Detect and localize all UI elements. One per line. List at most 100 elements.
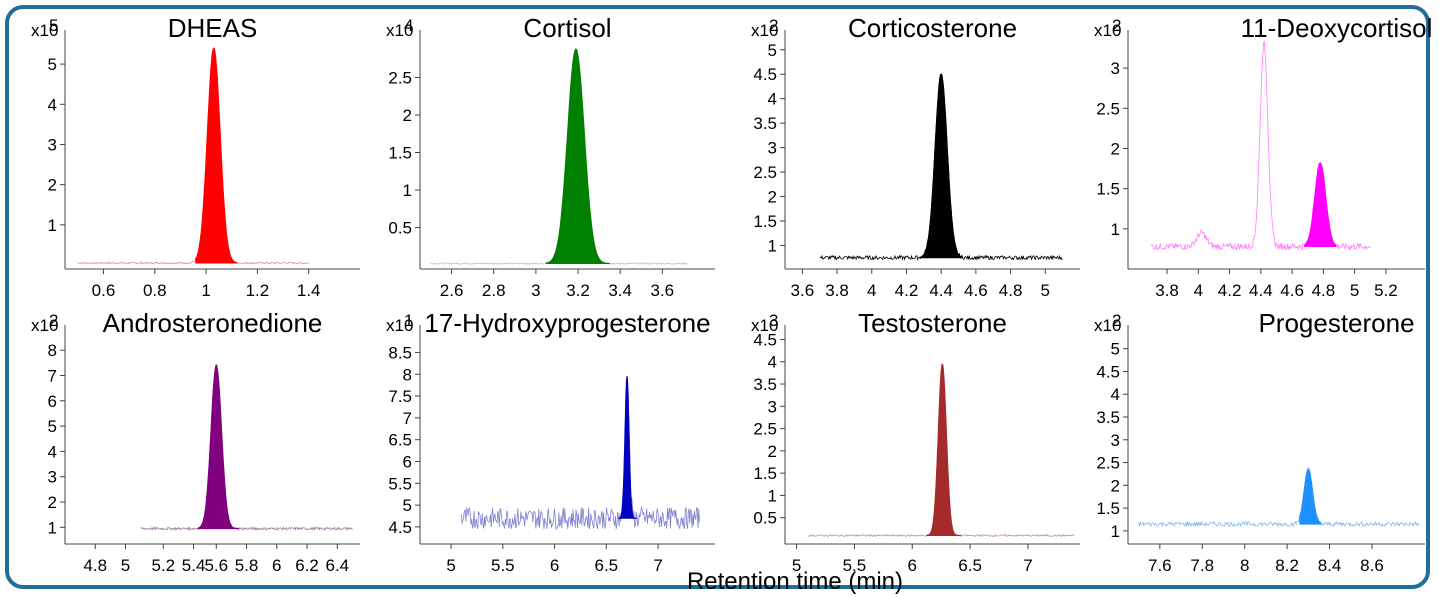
y-tick-label: 2.5	[1096, 454, 1120, 473]
x-tick-label: 5	[792, 556, 801, 575]
chromatogram-trace	[140, 363, 353, 532]
integrated-peak	[1304, 162, 1337, 247]
x-tick-label: 3.6	[791, 281, 815, 300]
y-tick-label: 3	[48, 135, 57, 154]
y-tick-label: 3	[1111, 59, 1120, 78]
x-tick-label: 4.8	[83, 556, 107, 575]
y-multiplier-exponent: 2	[49, 311, 58, 330]
y-tick-label: 2.5	[388, 69, 412, 88]
y-tick-label: 1.5	[1096, 499, 1120, 518]
x-tick-label: 3.6	[651, 281, 675, 300]
y-tick-label: 3.5	[753, 375, 777, 394]
y-tick-label: 8	[48, 341, 57, 360]
integrated-peak	[618, 375, 638, 519]
integrated-peak	[195, 47, 238, 264]
y-tick-label: 3	[48, 468, 57, 487]
y-tick-label: 1.5	[753, 212, 777, 231]
chart-panel: 11.522.533.544.553.6 3.8 4 4.2 4.4 4.6 4.8 5x10…	[751, 13, 1080, 300]
x-tick-label: 5.8	[235, 556, 259, 575]
x-tick-label: 4.4	[1249, 281, 1273, 300]
y-multiplier-exponent: 4	[404, 16, 413, 35]
y-tick-label: 2.5	[1096, 99, 1120, 118]
x-tick-label: 4.2	[895, 281, 919, 300]
panel-title: Cortisol	[523, 13, 611, 43]
x-tick-label: 1	[201, 281, 210, 300]
y-multiplier-exponent: 3	[769, 311, 778, 330]
y-tick-label: 4	[48, 442, 57, 461]
x-tick-label: 8	[1240, 556, 1249, 575]
y-tick-label: 6	[48, 392, 57, 411]
y-tick-label: 3	[768, 139, 777, 158]
integrated-peak	[197, 364, 239, 530]
x-tick-label: 8.2	[1275, 556, 1299, 575]
y-tick-label: 4.5	[388, 518, 412, 537]
y-multiplier-exponent: 1	[404, 311, 413, 330]
chromatogram-trace	[77, 47, 309, 265]
y-multiplier-label: x10	[386, 21, 413, 40]
y-multiplier-label: x10	[31, 316, 58, 335]
x-tick-label: 4.6	[964, 281, 988, 300]
y-tick-label: 4	[768, 90, 777, 109]
figure-frame	[5, 5, 1430, 589]
y-tick-label: 1	[1111, 220, 1120, 239]
x-tick-label: 5.6	[204, 556, 228, 575]
y-tick-label: 5	[1111, 340, 1120, 359]
y-tick-label: 3.5	[753, 114, 777, 133]
x-tick-label: 3.8	[1155, 281, 1179, 300]
y-tick-label: 5	[768, 41, 777, 60]
y-tick-label: 1.5	[388, 144, 412, 163]
x-tick-label: 3.4	[608, 281, 632, 300]
y-multiplier-label: x10	[751, 21, 778, 40]
x-tick-label: 7.8	[1190, 556, 1214, 575]
x-tick-label: 1.4	[297, 281, 321, 300]
y-tick-label: 7.5	[388, 387, 412, 406]
x-tick-label: 1.2	[246, 281, 270, 300]
chromatogram-trace	[1151, 40, 1371, 251]
x-tick-label: 6	[908, 556, 917, 575]
x-tick-label: 3.2	[566, 281, 590, 300]
y-multiplier-label: x10	[1094, 316, 1121, 335]
x-tick-label: 8.6	[1360, 556, 1384, 575]
x-tick-label: 5.5	[491, 556, 515, 575]
integrated-peak	[545, 48, 611, 264]
y-tick-label: 2	[48, 493, 57, 512]
x-tick-label: 8.4	[1318, 556, 1342, 575]
panel-title: Androsteronedione	[103, 308, 323, 338]
y-tick-label: 1	[768, 236, 777, 255]
y-tick-label: 1	[403, 181, 412, 200]
x-tick-label: 2.8	[482, 281, 506, 300]
y-tick-label: 2.5	[753, 420, 777, 439]
x-tick-label: 5.2	[1374, 281, 1398, 300]
x-tick-label: 5	[446, 556, 455, 575]
y-multiplier-label: x10	[751, 316, 778, 335]
y-tick-label: 5	[48, 417, 57, 436]
integrated-peak	[926, 363, 961, 536]
x-tick-label: 6.5	[594, 556, 618, 575]
chromatogram-trace	[1138, 467, 1419, 528]
y-tick-label: 4	[768, 353, 777, 372]
y-tick-label: 1.5	[753, 464, 777, 483]
y-tick-label: 1	[48, 518, 57, 537]
x-tick-label: 4.2	[1218, 281, 1242, 300]
x-tick-label: 7	[653, 556, 662, 575]
y-tick-label: 0.5	[753, 509, 777, 528]
y-tick-label: 3.5	[1096, 408, 1120, 427]
integrated-peak	[919, 73, 963, 259]
x-axis-title: Retention time (min)	[687, 568, 903, 595]
panel-title: Corticosterone	[848, 13, 1017, 43]
x-tick-label: 5	[1041, 281, 1050, 300]
x-tick-label: 0.8	[143, 281, 167, 300]
y-multiplier-label: x10	[31, 21, 58, 40]
x-tick-label: 5.5	[843, 556, 867, 575]
panel-title: 17-Hydroxyprogesterone	[424, 308, 710, 338]
y-tick-label: 1	[48, 216, 57, 235]
y-tick-label: 2	[48, 176, 57, 195]
chromatogram-trace	[461, 385, 700, 530]
